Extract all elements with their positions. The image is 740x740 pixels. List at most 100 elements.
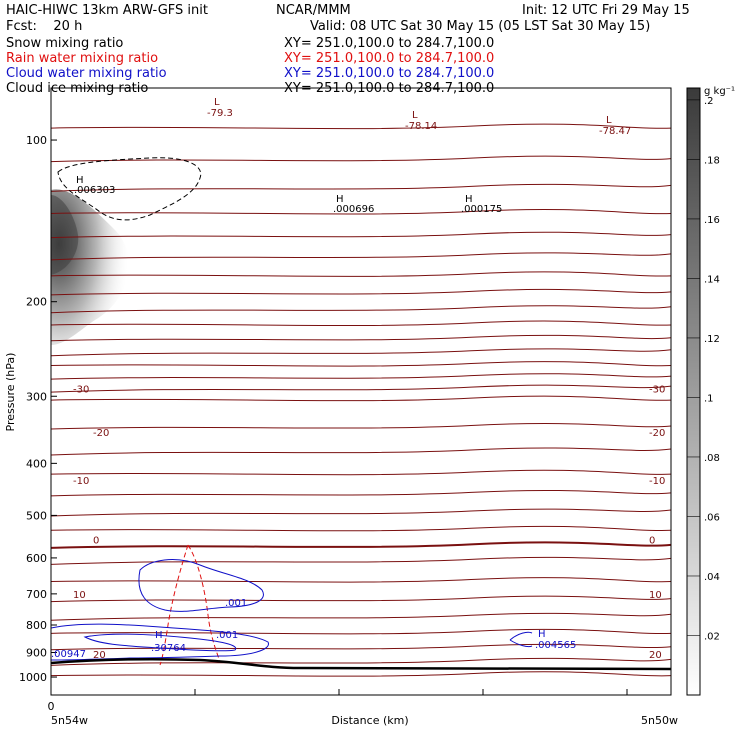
cloud-water-label-2: .001 bbox=[216, 630, 238, 641]
y-tick-label-300: 300 bbox=[26, 390, 47, 403]
isotherm-label-right: -30 bbox=[649, 384, 665, 395]
temperature-labels: -30 -30 -20 -20 -10 -10 0 0 10 10 20 20 bbox=[73, 384, 665, 660]
colorbar bbox=[686, 87, 701, 696]
low-3-kind: L bbox=[606, 115, 612, 126]
high-2-kind: H bbox=[336, 194, 344, 205]
isotherm-line bbox=[51, 252, 671, 261]
temperature-contours bbox=[51, 123, 671, 677]
isotherm-line bbox=[51, 288, 671, 296]
isotherm-label-left: -30 bbox=[73, 384, 89, 395]
isotherm-line bbox=[51, 612, 671, 621]
colorbar-tick-label: .16 bbox=[704, 215, 720, 226]
isotherm-line bbox=[51, 123, 671, 130]
y-tick-label-700: 700 bbox=[26, 588, 47, 601]
x-end-label: 5n50w bbox=[641, 714, 678, 727]
chart-title: HAIC-HIWC 13km ARW-GFS init bbox=[6, 3, 208, 18]
cloud-ice-contour bbox=[57, 157, 202, 221]
isotherm-line bbox=[51, 541, 671, 549]
terrain-line bbox=[51, 657, 671, 671]
isotherm-line bbox=[51, 525, 671, 532]
y-tick-label-400: 400 bbox=[26, 457, 47, 470]
field-xy-snow: XY= 251.0,100.0 to 284.7,100.0 bbox=[284, 36, 495, 51]
isotherm-label-left: 0 bbox=[93, 536, 99, 547]
high-cloud-right-value: .004565 bbox=[535, 640, 576, 651]
cloud-water-contour-right bbox=[509, 631, 533, 648]
high-snow-value: .006303 bbox=[74, 185, 115, 196]
distance-axis bbox=[194, 689, 628, 695]
plot-frame bbox=[50, 87, 672, 696]
y-axis-label: Pressure (hPa) bbox=[4, 353, 17, 432]
y-tick-label-600: 600 bbox=[26, 552, 47, 565]
isotherm-line bbox=[51, 209, 671, 215]
isotherm-line bbox=[51, 489, 671, 497]
x-start-label: 5n54w bbox=[51, 714, 88, 727]
isotherm-label-left: -20 bbox=[93, 428, 109, 439]
init-time: Init: 12 UTC Fri 29 May 15 bbox=[522, 3, 690, 18]
snow-shading-core bbox=[51, 195, 79, 275]
field-xy-rain: XY= 251.0,100.0 to 284.7,100.0 bbox=[284, 51, 495, 66]
isotherm-line bbox=[51, 577, 671, 583]
rain-water-contour bbox=[159, 544, 221, 666]
isotherm-line bbox=[51, 628, 671, 635]
cloud-water-label-3: .00947 bbox=[51, 649, 86, 660]
isotherm-line bbox=[51, 423, 671, 430]
isotherm-label-right: 10 bbox=[649, 590, 662, 601]
isotherm-line bbox=[51, 508, 671, 517]
isotherm-line bbox=[51, 348, 671, 357]
isotherm-label-left: -10 bbox=[73, 476, 89, 487]
isotherm-line bbox=[51, 395, 671, 402]
high-cloud-value: .30764 bbox=[151, 643, 186, 654]
high-3-kind: H bbox=[465, 194, 473, 205]
cloud-water-contour-inner bbox=[83, 633, 237, 652]
high-3-value: .000175 bbox=[461, 204, 502, 215]
pressure-axis: 100 200 300 400 500 600 700 800 900 1000 bbox=[19, 134, 57, 684]
x-tick-label-0: 0 bbox=[48, 700, 55, 713]
y-tick-label-1000: 1000 bbox=[19, 671, 47, 684]
isotherm-line bbox=[51, 643, 671, 651]
isotherm-line bbox=[51, 671, 671, 677]
isotherm-line bbox=[51, 595, 671, 603]
x-axis-label: Distance (km) bbox=[331, 714, 408, 727]
colorbar-tick-label: .08 bbox=[704, 453, 720, 464]
isotherm-line bbox=[51, 657, 671, 666]
organization-label: NCAR/MMM bbox=[276, 3, 351, 18]
colorbar-tick-label: .1 bbox=[704, 393, 714, 404]
y-tick-label-800: 800 bbox=[26, 619, 47, 632]
y-tick-label-500: 500 bbox=[26, 509, 47, 522]
field-name-rain: Rain water mixing ratio bbox=[6, 51, 159, 66]
isotherm-line bbox=[51, 361, 671, 367]
isotherm-line bbox=[51, 271, 671, 277]
low-2-value: -78.14 bbox=[405, 121, 437, 132]
isotherm-line bbox=[51, 556, 671, 565]
colorbar-ticks: .02 .04 .06 .08 .1 .12 .14 .16 .18 .2 bbox=[687, 96, 720, 642]
colorbar-tick-label: .14 bbox=[704, 274, 720, 285]
isotherm-line bbox=[51, 469, 671, 476]
y-tick-label-200: 200 bbox=[26, 296, 47, 309]
field-name-snow: Snow mixing ratio bbox=[6, 36, 124, 51]
high-cloud-kind: H bbox=[155, 630, 163, 641]
low-1-value: -79.3 bbox=[207, 108, 233, 119]
high-cloud-right-kind: H bbox=[538, 629, 546, 640]
isotherm-line bbox=[51, 334, 671, 342]
isotherm-label-right: 0 bbox=[649, 536, 655, 547]
isotherm-line bbox=[51, 373, 671, 380]
isotherm-line bbox=[51, 305, 671, 314]
high-2-value: .000696 bbox=[333, 204, 374, 215]
isotherm-label-right: 20 bbox=[649, 650, 662, 661]
low-2-kind: L bbox=[412, 110, 418, 121]
isotherm-label-left: 10 bbox=[73, 590, 86, 601]
forecast-hour: Fcst: 20 h bbox=[6, 19, 83, 34]
high-snow-kind: H bbox=[76, 175, 84, 186]
colorbar-tick-label: .06 bbox=[704, 512, 720, 523]
y-tick-label-900: 900 bbox=[26, 646, 47, 659]
isotherm-label-right: -10 bbox=[649, 476, 665, 487]
y-tick-label-100: 100 bbox=[26, 134, 47, 147]
valid-time: Valid: 08 UTC Sat 30 May 15 (05 LST Sat … bbox=[310, 19, 651, 34]
isotherm-line bbox=[51, 155, 671, 163]
colorbar-tick-label: .12 bbox=[704, 334, 720, 345]
cloud-water-contour-upper bbox=[138, 559, 264, 612]
cloud-water-label-1: .001 bbox=[225, 598, 247, 609]
isotherm-line bbox=[51, 384, 671, 393]
low-1-kind: L bbox=[214, 97, 220, 108]
